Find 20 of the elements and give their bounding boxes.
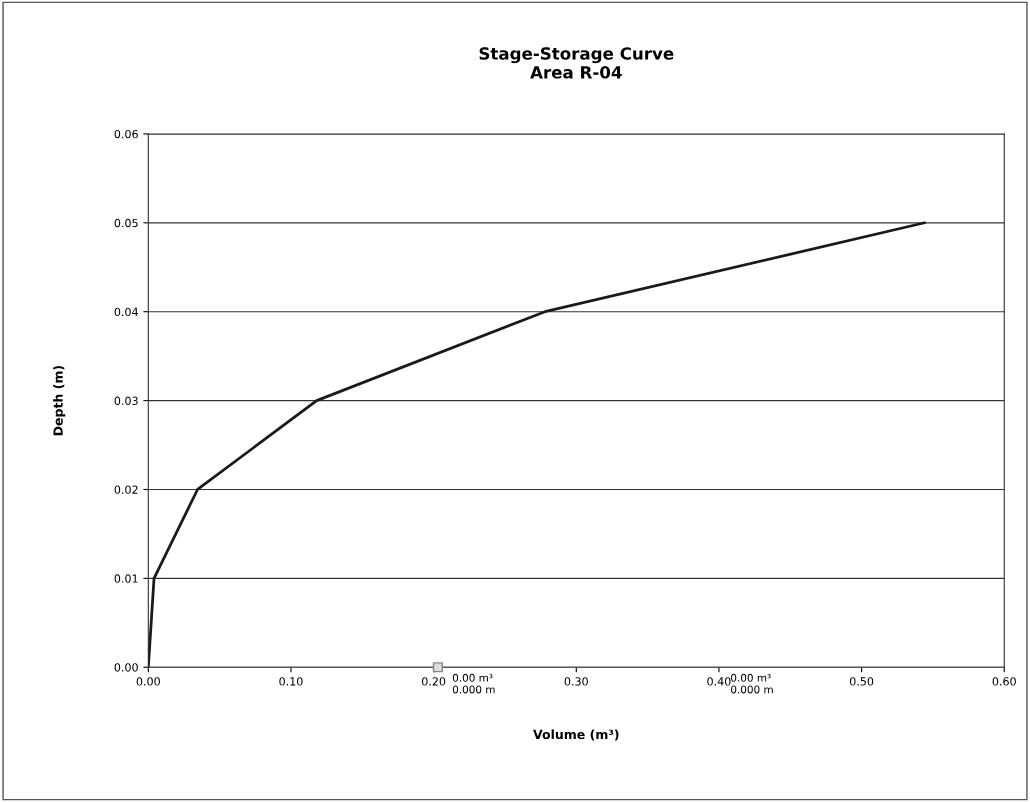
x-tick-label: 0.50 bbox=[849, 677, 874, 686]
x-axis-title: Volume (m³) bbox=[533, 729, 619, 741]
text: 0.00 m³ 0.000 m bbox=[452, 673, 495, 694]
y-tick-label: 0.03 bbox=[114, 396, 138, 405]
y-tick-label: 0.02 bbox=[114, 485, 138, 494]
chart-title: Stage-Storage Curve Area R-04 bbox=[479, 47, 674, 79]
x-tick-label: 0.20 bbox=[421, 677, 446, 686]
y-axis-title: Depth (m) bbox=[53, 365, 66, 436]
x-tick-label: 0.10 bbox=[279, 677, 303, 686]
y-tick-label: 0.01 bbox=[114, 574, 138, 583]
x-tick-label: 0.00 bbox=[136, 677, 160, 686]
x-tick-label: 0.60 bbox=[992, 677, 1016, 686]
y-tick-label: 0.06 bbox=[114, 129, 138, 139]
y-tick-label: 0.00 bbox=[114, 663, 138, 672]
y-tick-label: 0.05 bbox=[114, 218, 138, 228]
y-tick-label: 0.04 bbox=[114, 307, 138, 317]
text: 0.00 m³ 0.000 m bbox=[731, 673, 773, 694]
line-series bbox=[148, 221, 926, 668]
x-tick-label: 0.30 bbox=[564, 677, 588, 686]
x-tick-label: 0.40 bbox=[707, 677, 731, 686]
